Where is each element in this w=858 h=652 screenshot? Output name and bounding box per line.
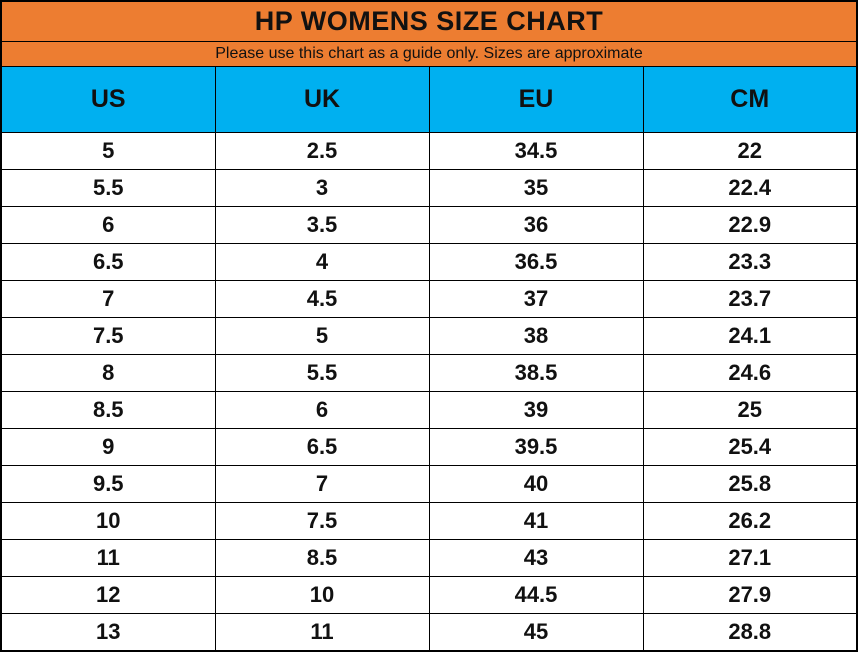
table-cell: 24.1 [642, 316, 858, 355]
table-cell: 23.3 [642, 242, 858, 281]
table-cell: 27.1 [642, 538, 858, 577]
table-cell: 7.5 [0, 316, 216, 355]
table-cell: 11 [214, 612, 430, 652]
table-row: 12 10 44.5 27.9 [0, 575, 858, 614]
table-cell: 25.8 [642, 464, 858, 503]
table-cell: 10 [214, 575, 430, 614]
table-cell: 24.6 [642, 353, 858, 392]
column-header-row: US UK EU CM [0, 65, 858, 133]
table-cell: 10 [0, 501, 216, 540]
table-cell: 40 [428, 464, 644, 503]
table-row: 5 2.5 34.5 22 [0, 131, 858, 170]
table-cell: 5 [214, 316, 430, 355]
table-cell: 6.5 [214, 427, 430, 466]
page-title: HP WOMENS SIZE CHART [0, 0, 858, 42]
table-cell: 22.9 [642, 205, 858, 244]
table-row: 8.5 6 39 25 [0, 390, 858, 429]
table-cell: 9 [0, 427, 216, 466]
table-cell: 45 [428, 612, 644, 652]
table-cell: 4.5 [214, 279, 430, 318]
table-cell: 28.8 [642, 612, 858, 652]
table-cell: 8.5 [214, 538, 430, 577]
table-row: 7 4.5 37 23.7 [0, 279, 858, 318]
table-row: 8 5.5 38.5 24.6 [0, 353, 858, 392]
table-cell: 37 [428, 279, 644, 318]
table-cell: 8.5 [0, 390, 216, 429]
table-cell: 6.5 [0, 242, 216, 281]
table-row: 7.5 5 38 24.1 [0, 316, 858, 355]
table-row: 13 11 45 28.8 [0, 612, 858, 652]
table-cell: 7.5 [214, 501, 430, 540]
table-cell: 7 [0, 279, 216, 318]
column-header-us: US [0, 65, 216, 133]
table-body: 5 2.5 34.5 22 5.5 3 35 22.4 6 3.5 36 22.9 6.5 4 36.5 23… [0, 131, 858, 652]
table-cell: 34.5 [428, 131, 644, 170]
table-cell: 35 [428, 168, 644, 207]
table-row: 6.5 4 36.5 23.3 [0, 242, 858, 281]
table-cell: 41 [428, 501, 644, 540]
table-cell: 2.5 [214, 131, 430, 170]
table-cell: 5 [0, 131, 216, 170]
column-header-cm: CM [642, 65, 858, 133]
table-cell: 4 [214, 242, 430, 281]
table-cell: 27.9 [642, 575, 858, 614]
subtitle-row: Please use this chart as a guide only. S… [0, 40, 858, 67]
table-cell: 3.5 [214, 205, 430, 244]
title-row: HP WOMENS SIZE CHART [0, 0, 858, 42]
table-cell: 23.7 [642, 279, 858, 318]
table-row: 6 3.5 36 22.9 [0, 205, 858, 244]
table-cell: 43 [428, 538, 644, 577]
chart-subtitle: Please use this chart as a guide only. S… [0, 40, 858, 67]
table-cell: 25.4 [642, 427, 858, 466]
table-cell: 11 [0, 538, 216, 577]
table-cell: 36.5 [428, 242, 644, 281]
table-cell: 22 [642, 131, 858, 170]
table-cell: 5.5 [214, 353, 430, 392]
table-cell: 39.5 [428, 427, 644, 466]
table-cell: 5.5 [0, 168, 216, 207]
table-cell: 22.4 [642, 168, 858, 207]
table-cell: 9.5 [0, 464, 216, 503]
table-cell: 7 [214, 464, 430, 503]
table-cell: 8 [0, 353, 216, 392]
table-cell: 38 [428, 316, 644, 355]
table-cell: 3 [214, 168, 430, 207]
table-cell: 39 [428, 390, 644, 429]
table-row: 10 7.5 41 26.2 [0, 501, 858, 540]
table-cell: 6 [0, 205, 216, 244]
table-row: 9 6.5 39.5 25.4 [0, 427, 858, 466]
table-row: 5.5 3 35 22.4 [0, 168, 858, 207]
table-cell: 44.5 [428, 575, 644, 614]
table-cell: 36 [428, 205, 644, 244]
table-row: 11 8.5 43 27.1 [0, 538, 858, 577]
column-header-uk: UK [214, 65, 430, 133]
table-row: 9.5 7 40 25.8 [0, 464, 858, 503]
table-cell: 13 [0, 612, 216, 652]
table-cell: 6 [214, 390, 430, 429]
table-cell: 25 [642, 390, 858, 429]
table-cell: 38.5 [428, 353, 644, 392]
table-cell: 26.2 [642, 501, 858, 540]
table-cell: 12 [0, 575, 216, 614]
column-header-eu: EU [428, 65, 644, 133]
